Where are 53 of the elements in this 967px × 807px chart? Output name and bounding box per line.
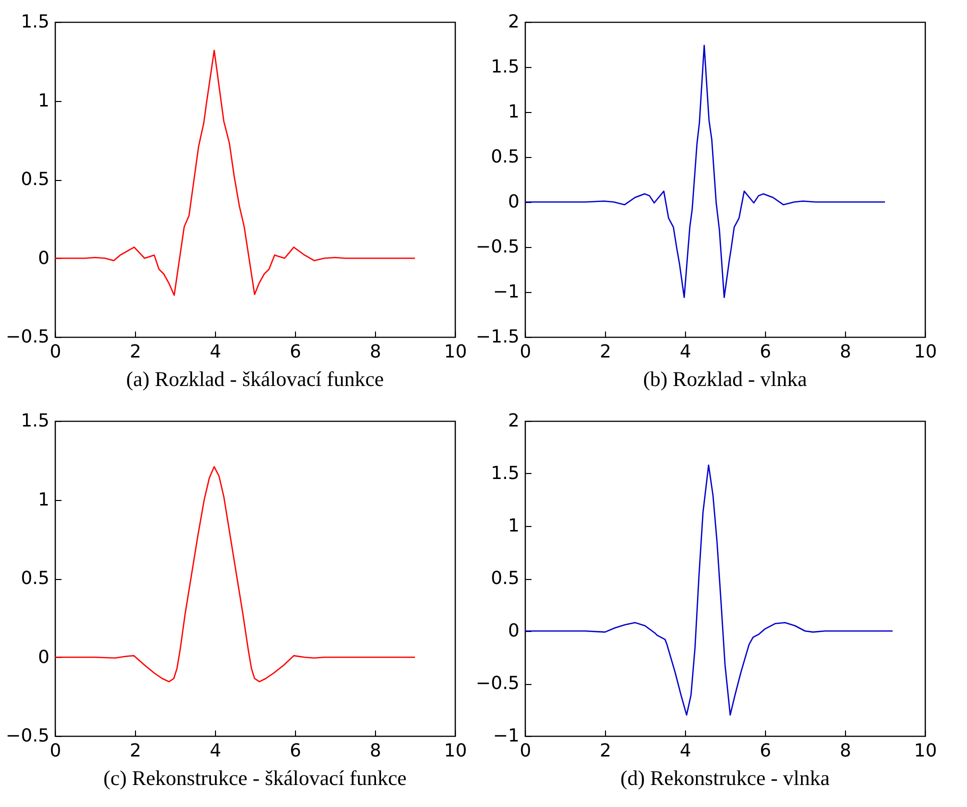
x-tick-label: 10 <box>914 740 937 762</box>
line-series <box>55 466 416 682</box>
x-tick-label: 2 <box>600 740 612 762</box>
y-tick-label: 0.5 <box>490 568 520 589</box>
text: (a) Rozklad - škálovací funkce <box>126 367 384 391</box>
line-series <box>525 464 894 716</box>
y-tick-label: −0.5 <box>476 236 520 258</box>
x-tick-label: 8 <box>370 342 382 362</box>
line-series <box>55 50 416 296</box>
y-tick-label: 1.5 <box>20 12 50 32</box>
x-tick-label: 6 <box>290 342 302 362</box>
x-tick-label: 4 <box>680 740 692 762</box>
y-tick-label: 0 <box>508 620 520 642</box>
x-tick-label: 10 <box>444 342 467 362</box>
y-tick-label: 1 <box>38 489 50 510</box>
text: (d) Rekonstrukce - vlnka <box>620 766 830 790</box>
y-tick-label: 0.5 <box>20 169 50 190</box>
y-tick-label: −0.5 <box>476 673 520 694</box>
y-tick-label: 1.5 <box>20 410 50 432</box>
y-tick-label: −1 <box>492 282 520 302</box>
x-tick-label: 4 <box>210 342 222 362</box>
y-tick-label: 0.5 <box>490 146 520 168</box>
x-tick-label: 10 <box>444 740 467 762</box>
x-tick-label: 6 <box>290 740 302 762</box>
y-tick-label: 0.5 <box>20 568 50 589</box>
text: (c) Rekonstrukce - škálovací funkce <box>103 766 407 790</box>
y-tick-label: 0 <box>38 248 50 269</box>
y-tick-label: −0.5 <box>6 326 50 348</box>
y-tick-label: 1 <box>508 102 520 122</box>
y-tick-label: −1 <box>492 726 520 746</box>
x-tick-label: 4 <box>680 342 692 362</box>
x-tick-label: 8 <box>840 740 852 762</box>
x-tick-label: 10 <box>914 342 937 362</box>
x-tick-label: 2 <box>600 342 612 362</box>
x-tick-label: 2 <box>130 740 142 762</box>
y-tick-label: 1 <box>508 516 520 536</box>
x-tick-label: 6 <box>760 342 772 362</box>
x-tick-label: 8 <box>840 342 852 362</box>
y-tick-label: 0 <box>38 646 50 668</box>
x-tick-label: 6 <box>760 740 772 762</box>
y-tick-label: 1.5 <box>490 56 520 78</box>
x-tick-label: 2 <box>130 342 142 362</box>
y-tick-label: 0 <box>508 192 520 212</box>
y-tick-label: −1.5 <box>476 326 520 348</box>
y-tick-label: 2 <box>508 410 520 432</box>
text: (b) Rozklad - vlnka <box>643 367 808 391</box>
y-tick-label: 1.5 <box>490 463 520 484</box>
x-tick-label: 4 <box>210 740 222 762</box>
y-tick-label: 2 <box>508 12 520 32</box>
y-tick-label: 1 <box>38 90 50 112</box>
line-series <box>525 44 886 298</box>
x-tick-label: 8 <box>370 740 382 762</box>
y-tick-label: −0.5 <box>6 726 50 746</box>
